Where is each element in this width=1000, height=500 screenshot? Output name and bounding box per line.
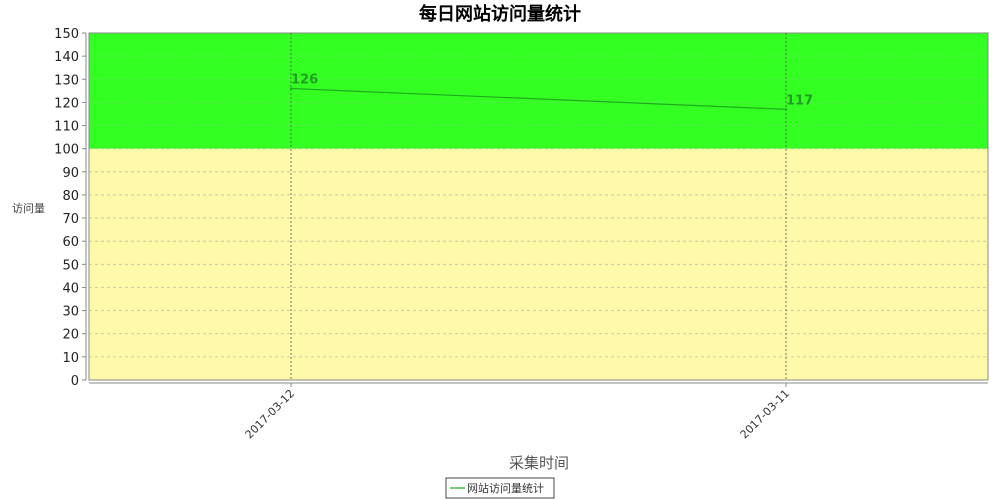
x-axis-label: 采集时间 [509,454,569,472]
y-tick-label: 50 [62,258,79,273]
plot-band [89,148,988,380]
y-tick-label: 80 [62,189,79,204]
y-tick-label: 20 [62,328,79,343]
y-tick-label: 0 [71,374,79,389]
grid-lines [89,33,988,380]
plot-bands [88,32,989,381]
y-tick-label: 70 [62,212,79,227]
data-point [289,87,293,90]
y-tick-label: 10 [62,351,79,366]
x-tick-label: 2017-03-11 [738,387,792,441]
y-tick-label: 40 [62,281,79,296]
data-label: 126 [291,73,318,88]
legend-series-label: 网站访问量统计 [467,481,544,495]
legend: 网站访问量统计 [445,477,555,499]
series-layer: 126 117 [289,73,813,111]
data-label: 117 [786,93,813,108]
data-point [784,108,788,111]
y-tick-label: 30 [62,305,79,320]
y-tick-label: 120 [54,96,79,111]
y-axis: 0 10 20 30 40 50 60 70 80 90 100 110 120 130 140 150 [54,27,87,389]
y-axis-label: 访问量 [12,202,45,215]
x-axis: 2017-03-12 2017-03-11 [89,382,988,441]
y-tick-label: 90 [62,166,79,181]
plot-border [88,32,989,381]
x-tick-label: 2017-03-12 [243,387,297,441]
y-tick-label: 150 [54,27,79,42]
y-tick-label: 100 [54,143,79,158]
y-tick-label: 130 [54,73,79,88]
legend-box [445,477,555,499]
chart-title: 每日网站访问量统计 [419,3,581,25]
plot-band [89,33,988,149]
series-line [290,87,787,110]
y-tick-label: 110 [54,120,79,135]
y-tick-label: 140 [54,50,79,65]
y-tick-label: 60 [62,235,79,250]
